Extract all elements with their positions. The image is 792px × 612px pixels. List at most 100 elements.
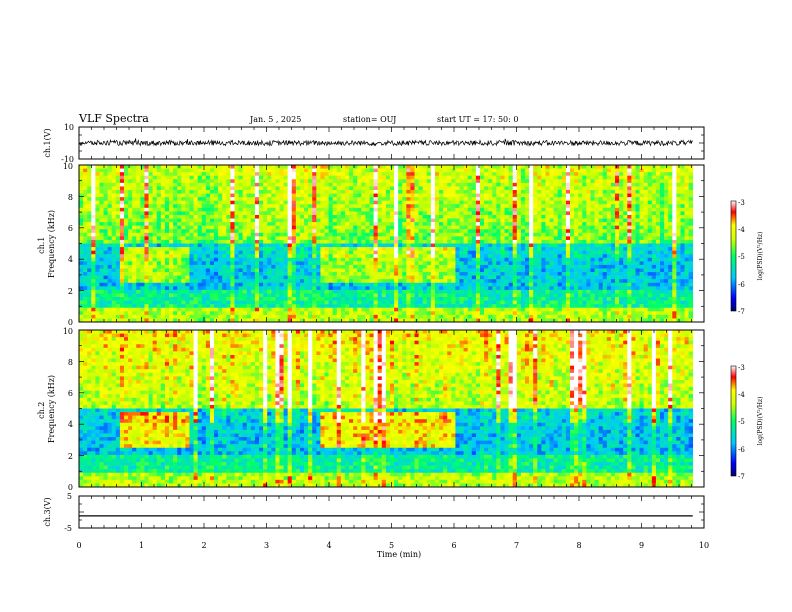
spectrogram-cell bbox=[520, 257, 526, 262]
spectrogram-cell bbox=[349, 239, 354, 244]
spectrogram-cell bbox=[132, 289, 137, 294]
spectrogram-cell bbox=[295, 222, 301, 226]
spectrogram-cell bbox=[439, 247, 444, 251]
spectrogram-cell bbox=[124, 254, 129, 259]
spectrogram-cell bbox=[324, 200, 329, 205]
spectrogram-cell bbox=[349, 197, 354, 201]
spectrogram-cell bbox=[79, 307, 84, 312]
spectrogram-cell bbox=[299, 207, 305, 212]
spectrogram-cell bbox=[418, 239, 423, 244]
spectrogram-cell bbox=[320, 204, 325, 209]
spectrogram-cell bbox=[426, 200, 432, 205]
spectrogram-cell bbox=[103, 200, 108, 205]
spectrogram-cell bbox=[271, 282, 276, 287]
spectrogram-cell bbox=[316, 286, 321, 291]
spectrogram-cell bbox=[111, 204, 117, 209]
spectrogram-cell bbox=[529, 261, 534, 266]
spectrogram-cell bbox=[238, 172, 243, 177]
spectrogram-cell bbox=[279, 168, 284, 173]
spectrogram-cell bbox=[91, 229, 96, 234]
spectrogram-cell bbox=[299, 168, 305, 173]
spectrogram-cell bbox=[189, 297, 194, 301]
spectrogram-cell bbox=[418, 307, 423, 312]
spectrogram-cell bbox=[369, 222, 374, 226]
spectrogram-cell bbox=[516, 229, 522, 234]
spectrogram-cell bbox=[377, 211, 383, 216]
spectrogram-cell bbox=[373, 300, 378, 305]
spectrogram-cell bbox=[271, 197, 276, 201]
spectrogram-cell bbox=[271, 204, 276, 209]
spectrogram-cell bbox=[209, 232, 215, 237]
spectrogram-cell bbox=[83, 243, 88, 248]
spectrogram-cell bbox=[201, 297, 207, 301]
spectrogram-cell bbox=[299, 247, 305, 251]
spectrogram-cell bbox=[124, 297, 129, 301]
spectrogram-cell bbox=[512, 243, 518, 248]
spectrogram-cell bbox=[214, 225, 219, 230]
spectrogram-cell bbox=[275, 200, 280, 205]
spectrogram-cell bbox=[99, 257, 104, 262]
spectrogram-cell bbox=[254, 232, 260, 237]
spectrogram-cell bbox=[471, 172, 477, 177]
spectrogram-cell bbox=[279, 243, 284, 248]
spectrogram-cell bbox=[87, 318, 92, 323]
spectrogram-cell bbox=[209, 239, 215, 244]
spectrogram-cell bbox=[340, 236, 346, 241]
spectrogram-cell bbox=[267, 318, 272, 323]
spectrogram-cell bbox=[447, 314, 452, 319]
spectrogram-cell bbox=[128, 272, 133, 276]
spectrogram-cell bbox=[152, 304, 158, 309]
spectrogram-cell bbox=[222, 275, 227, 280]
spectrogram-cell bbox=[479, 254, 485, 259]
spectrogram-cell bbox=[336, 239, 342, 244]
spectrogram-cell bbox=[381, 239, 387, 244]
spectrogram-cell bbox=[369, 200, 374, 205]
spectrogram-cell bbox=[320, 254, 325, 259]
spectrogram-cell bbox=[291, 200, 297, 205]
spectrogram-cell bbox=[496, 168, 501, 173]
spectrogram-cell bbox=[283, 232, 288, 237]
spectrogram-cell bbox=[459, 207, 464, 212]
spectrogram-cell bbox=[520, 268, 526, 273]
spectrogram-cell bbox=[377, 247, 383, 251]
spectrogram-cell bbox=[242, 186, 248, 191]
spectrogram-cell bbox=[140, 214, 145, 219]
spectrogram-cell bbox=[275, 300, 280, 305]
spectrogram-cell bbox=[275, 293, 280, 298]
spectrogram-cell bbox=[324, 204, 329, 209]
spectrogram-cell bbox=[406, 229, 411, 234]
spectrogram-cell bbox=[201, 236, 207, 241]
spectrogram-cell bbox=[119, 314, 125, 319]
spectrogram-cell bbox=[349, 172, 354, 177]
spectrogram-cell bbox=[320, 293, 325, 298]
spectrogram-cell bbox=[189, 311, 194, 316]
spectrogram-cell bbox=[132, 197, 137, 201]
spectrogram-cell bbox=[226, 300, 231, 305]
spectrogram-cell bbox=[496, 264, 501, 269]
spectrogram-cell bbox=[504, 275, 509, 280]
spectrogram-cell bbox=[336, 268, 342, 273]
spectrogram-cell bbox=[115, 236, 121, 241]
spectrogram-cell bbox=[124, 307, 129, 312]
spectrogram-cell bbox=[488, 297, 493, 301]
spectrogram-cell bbox=[111, 250, 117, 255]
spectrogram-cell bbox=[246, 275, 252, 280]
spectrogram-cell bbox=[295, 218, 301, 223]
spectrogram-cell bbox=[119, 197, 125, 201]
spectrogram-cell bbox=[107, 243, 113, 248]
spectrogram-cell bbox=[500, 186, 505, 191]
spectrogram-cell bbox=[365, 243, 370, 248]
spectrogram-cell bbox=[496, 197, 501, 201]
spectrogram-cell bbox=[508, 225, 514, 230]
spectrogram-cell bbox=[193, 229, 198, 234]
spectrogram-cell bbox=[488, 232, 493, 237]
spectrogram-cell bbox=[320, 300, 325, 305]
spectrogram-cell bbox=[439, 272, 444, 276]
spectrogram-cell bbox=[95, 236, 100, 241]
spectrogram-cell bbox=[95, 200, 100, 205]
spectrogram-cell bbox=[263, 272, 268, 276]
spectrogram-cell bbox=[439, 168, 444, 173]
spectrogram-cell bbox=[410, 293, 415, 298]
spectrogram-cell bbox=[263, 282, 268, 287]
spectrogram-cell bbox=[312, 261, 317, 266]
